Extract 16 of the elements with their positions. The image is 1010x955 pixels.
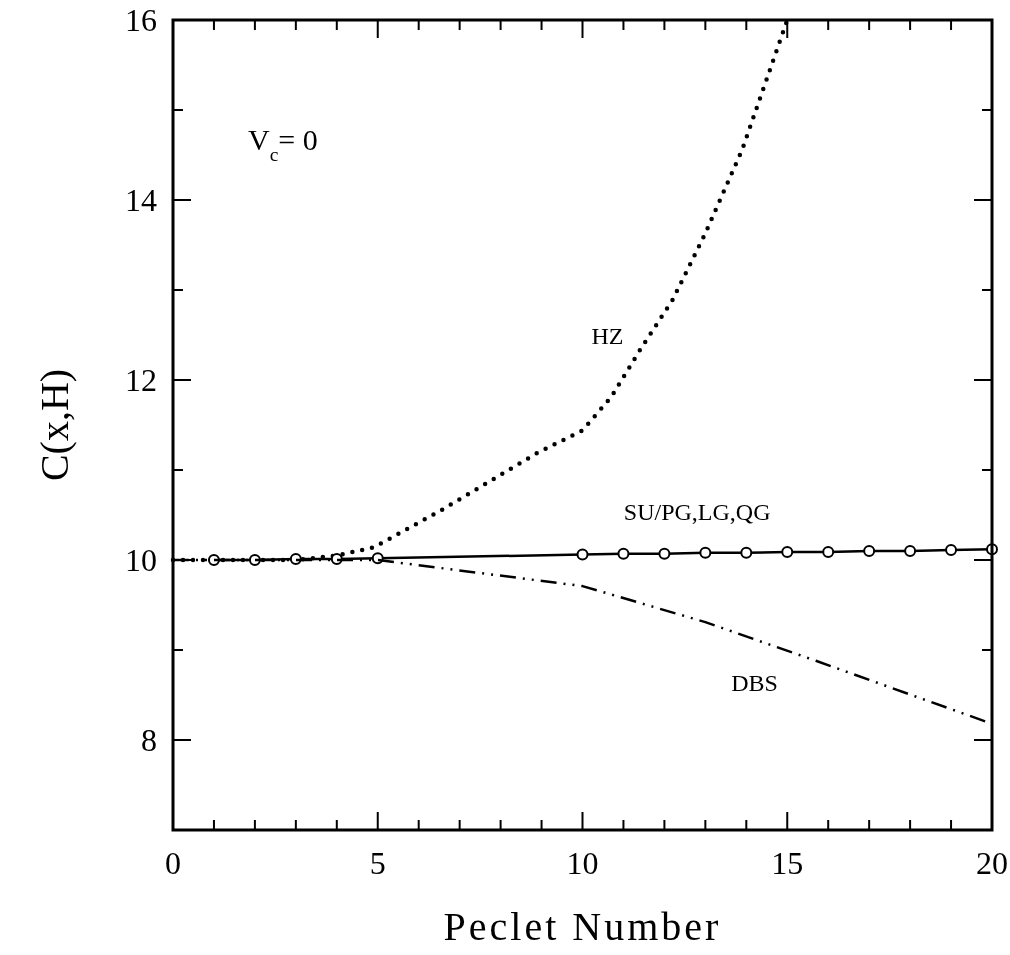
x-tick-label: 10 (566, 845, 599, 881)
x-tick-label: 15 (771, 845, 804, 881)
y-tick-label: 10 (125, 542, 157, 579)
x-tick-label: 5 (369, 845, 386, 881)
x-tick-label: 20 (976, 845, 1008, 881)
x-axis-title: Peclet Number (443, 904, 722, 949)
series-label: HZ (591, 323, 624, 349)
annotation: V$_{c}$= 0 (248, 123, 318, 165)
y-tick-label: 8 (141, 722, 157, 759)
y-tick-label: 14 (125, 182, 157, 219)
y-tick-label: 12 (125, 362, 157, 399)
series-label: DBS (731, 669, 778, 696)
y-tick-label: 16 (125, 2, 157, 39)
x-tick-label: 0 (165, 845, 181, 881)
y-axis-title: C(x,H) (32, 368, 77, 482)
series-label: SU/PG,LG,QG (623, 498, 771, 525)
